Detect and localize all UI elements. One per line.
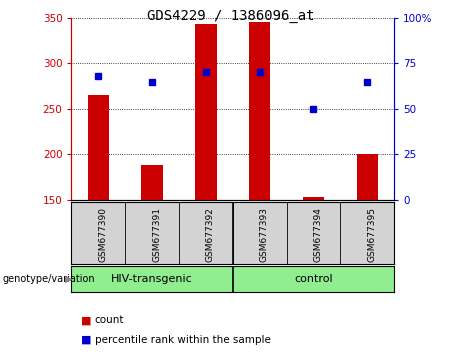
Text: control: control xyxy=(294,274,333,284)
Text: GSM677392: GSM677392 xyxy=(206,207,215,262)
Text: HIV-transgenic: HIV-transgenic xyxy=(111,274,193,284)
Bar xyxy=(356,154,378,200)
Text: count: count xyxy=(95,315,124,325)
Bar xyxy=(88,95,109,200)
Bar xyxy=(249,22,271,200)
Bar xyxy=(303,197,324,200)
Text: GDS4229 / 1386096_at: GDS4229 / 1386096_at xyxy=(147,9,314,23)
Text: ■: ■ xyxy=(81,335,91,345)
Bar xyxy=(195,24,217,200)
Text: GSM677391: GSM677391 xyxy=(152,207,161,262)
Text: GSM677390: GSM677390 xyxy=(98,207,107,262)
Text: percentile rank within the sample: percentile rank within the sample xyxy=(95,335,271,345)
Text: ■: ■ xyxy=(81,315,91,325)
Text: ▶: ▶ xyxy=(65,274,72,284)
Text: GSM677395: GSM677395 xyxy=(367,207,376,262)
Text: genotype/variation: genotype/variation xyxy=(2,274,95,284)
Text: GSM677394: GSM677394 xyxy=(313,207,323,262)
Text: GSM677393: GSM677393 xyxy=(260,207,269,262)
Bar xyxy=(142,165,163,200)
